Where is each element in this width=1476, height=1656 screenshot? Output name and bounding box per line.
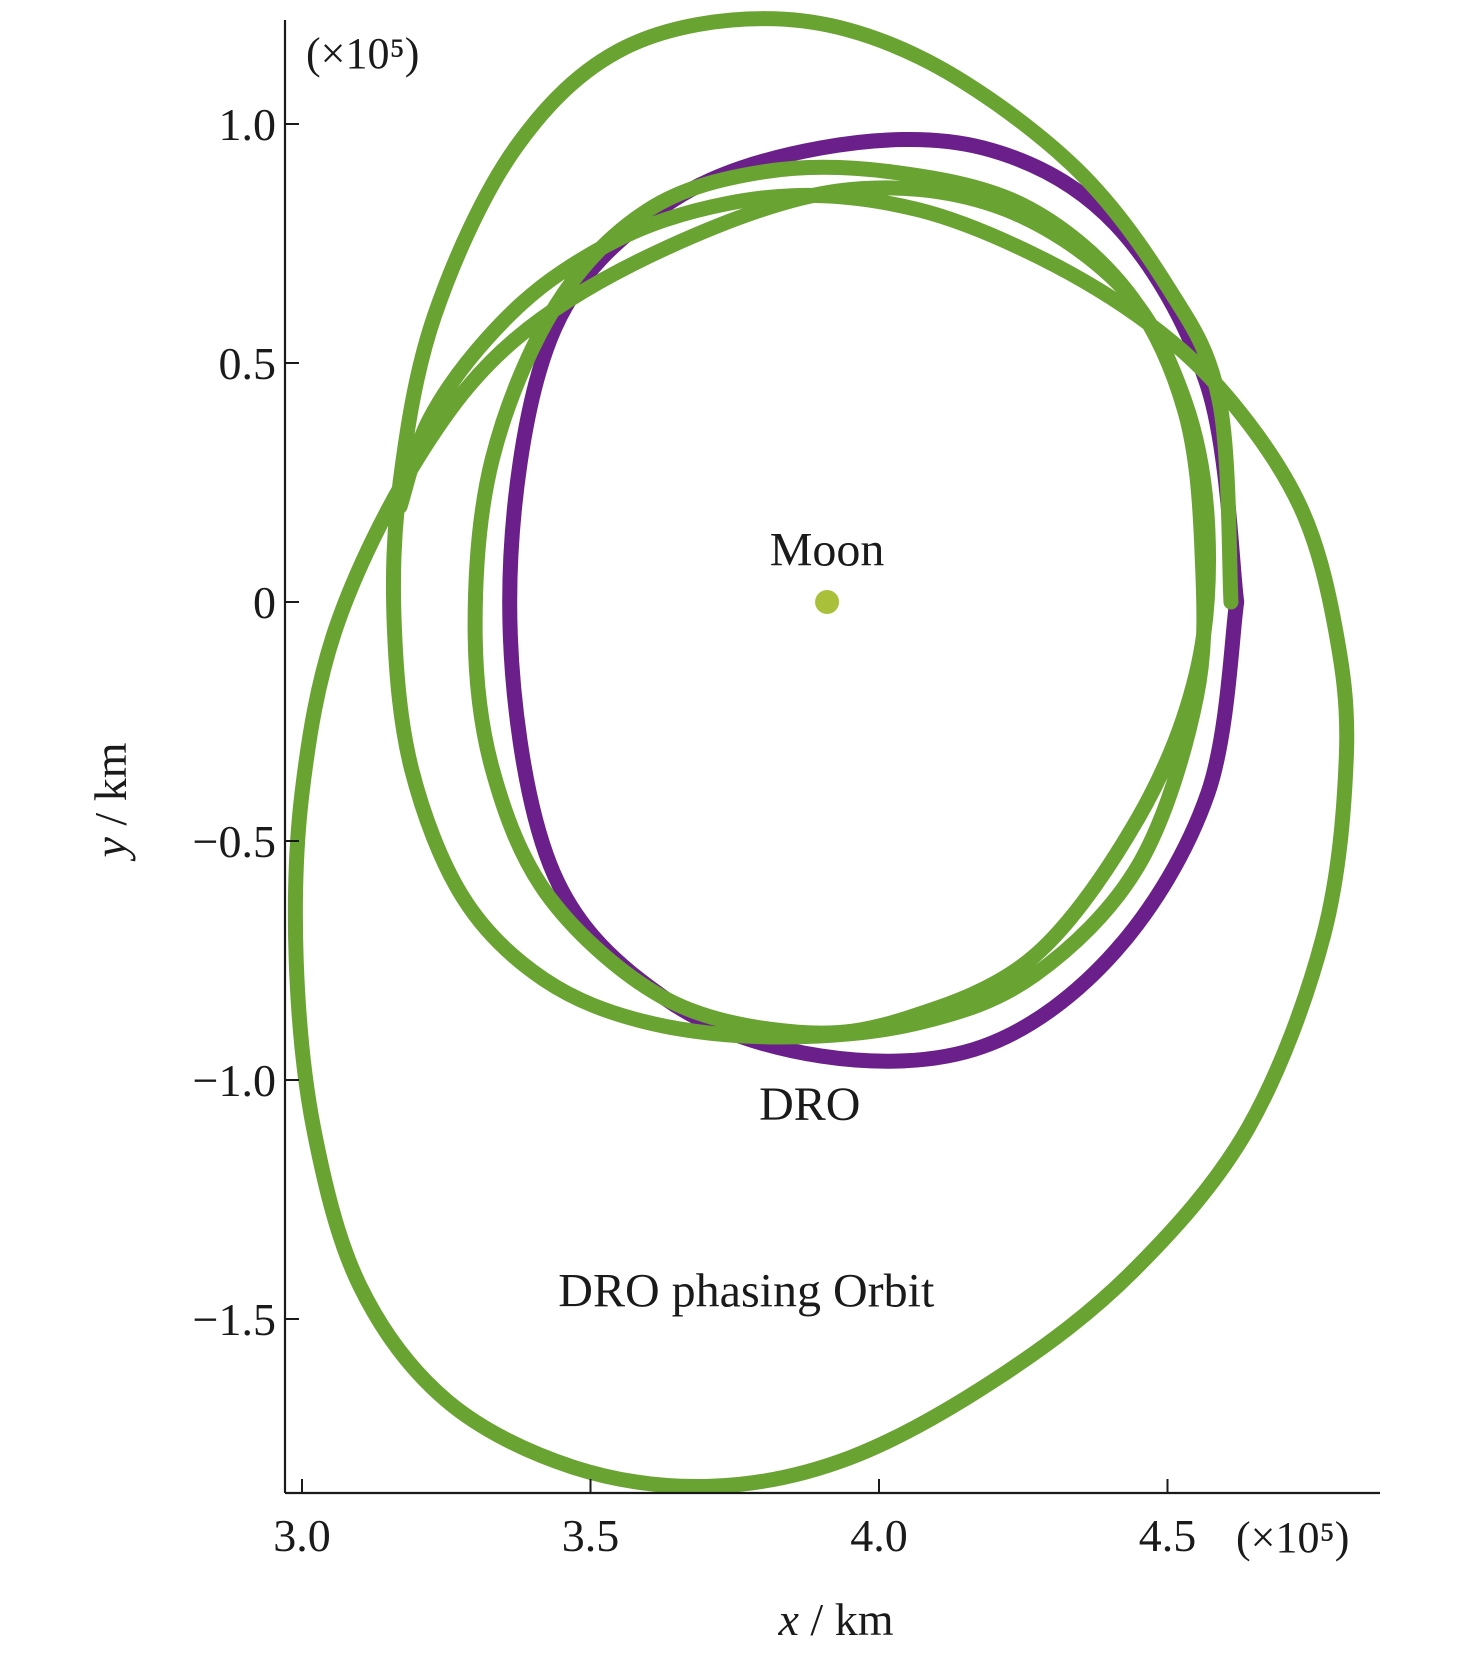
y-tick-label: 0 (253, 577, 276, 628)
y-tick-label: −1.5 (193, 1294, 276, 1345)
y-axis-title: y / km (85, 742, 136, 861)
annotation-moon: Moon (770, 523, 885, 576)
x-tick-label: 4.0 (850, 1510, 908, 1561)
tick-group: 3.0 3.5 4.0 4.5 1.0 0.5 0 −0.5 −1.0 −1.5 (193, 99, 1197, 1561)
y-tick-label: 0.5 (219, 338, 277, 389)
annotation-dro-phasing-orbit: DRO phasing Orbit (558, 1264, 935, 1317)
dro-orbit-line (502, 131, 1245, 1069)
x-tick-label: 3.5 (562, 1510, 620, 1561)
y-tick-label: −1.0 (193, 1055, 276, 1106)
x-tick-label: 4.5 (1139, 1510, 1197, 1561)
y-tick-label: −0.5 (193, 816, 276, 867)
x-scale-note: (×10⁵) (1236, 1513, 1349, 1562)
y-tick-label: 1.0 (219, 99, 277, 150)
annotation-dro: DRO (759, 1078, 860, 1131)
dro-phasing-orbit-line (287, 11, 1355, 1495)
moon-point (815, 590, 840, 614)
x-axis-unit: / km (799, 1594, 894, 1645)
series-group (287, 11, 1355, 1495)
x-axis-variable: x (778, 1594, 800, 1645)
y-scale-note: (×10⁵) (306, 29, 419, 78)
y-axis-unit: / km (85, 742, 136, 837)
x-tick-label: 3.0 (273, 1510, 331, 1561)
y-axis-variable: y (85, 836, 136, 861)
x-axis-title: x / km (778, 1594, 894, 1645)
moon-marker-group (815, 590, 840, 614)
